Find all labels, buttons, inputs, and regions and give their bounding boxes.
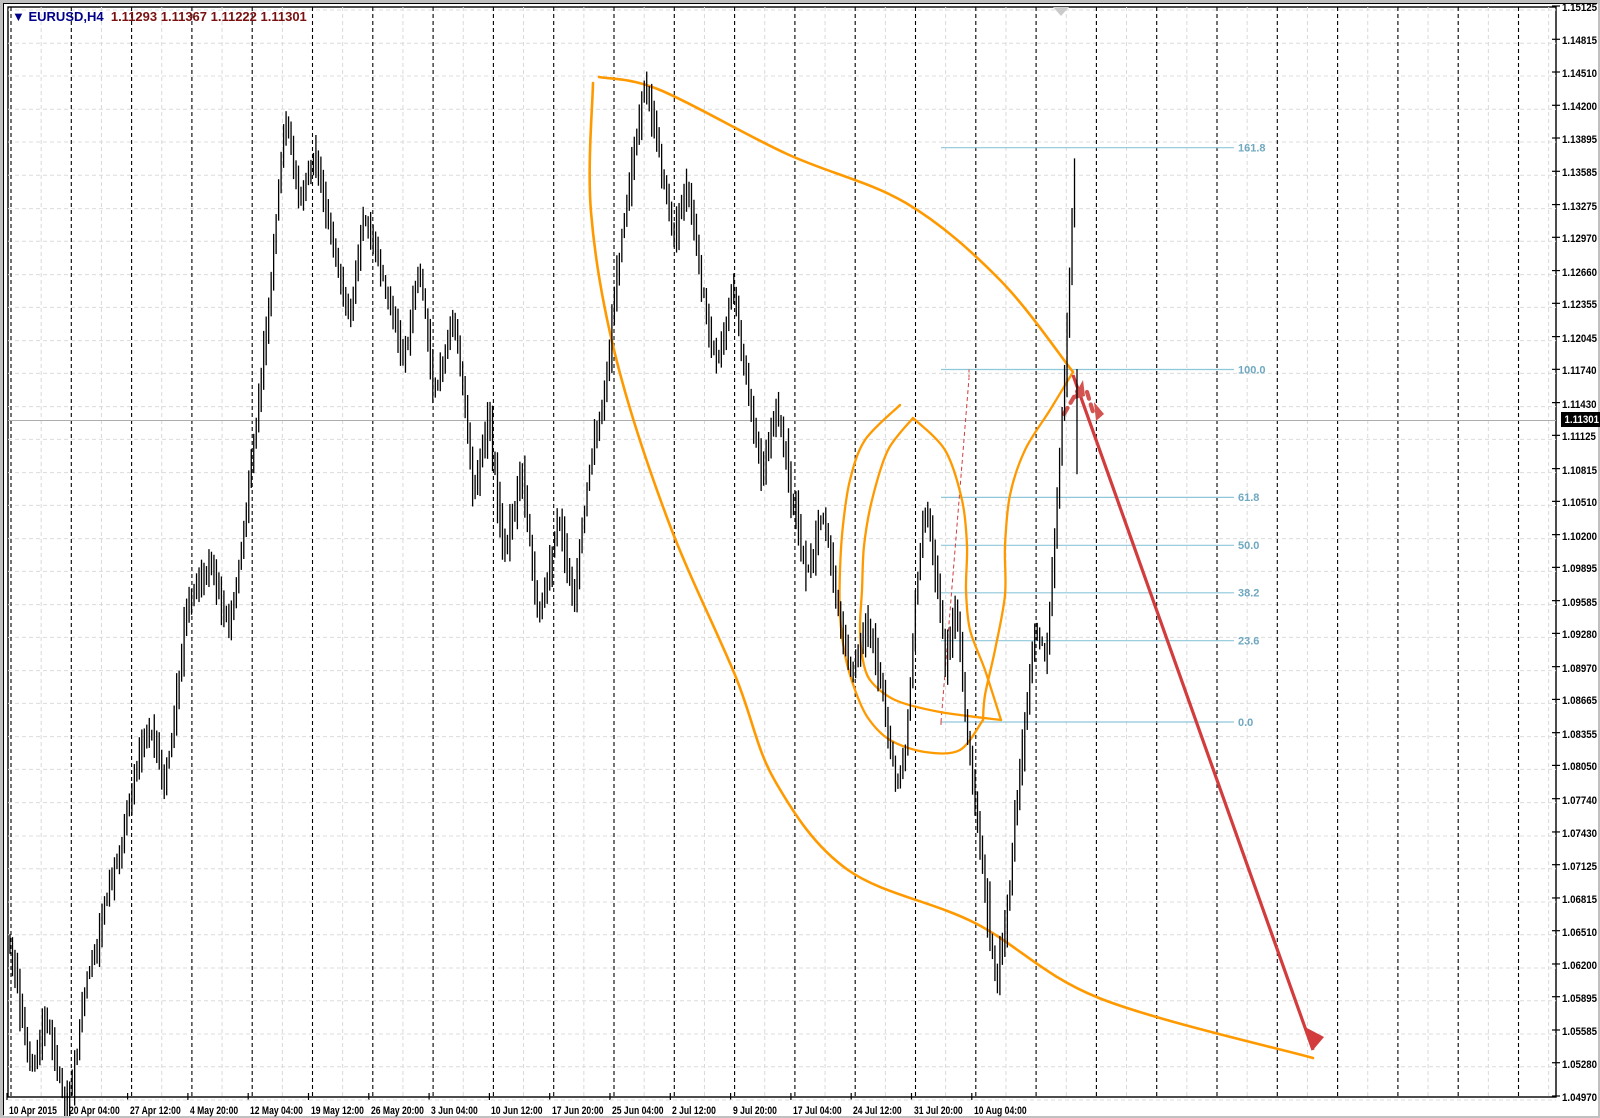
svg-text:161.8: 161.8 <box>1238 143 1266 155</box>
svg-text:100.0: 100.0 <box>1238 364 1266 376</box>
svg-text:38.2: 38.2 <box>1238 588 1259 600</box>
svg-text:50.0: 50.0 <box>1238 540 1259 552</box>
svg-text:61.8: 61.8 <box>1238 492 1259 504</box>
svg-text:0.0: 0.0 <box>1238 717 1253 729</box>
svg-text:23.6: 23.6 <box>1238 636 1259 648</box>
